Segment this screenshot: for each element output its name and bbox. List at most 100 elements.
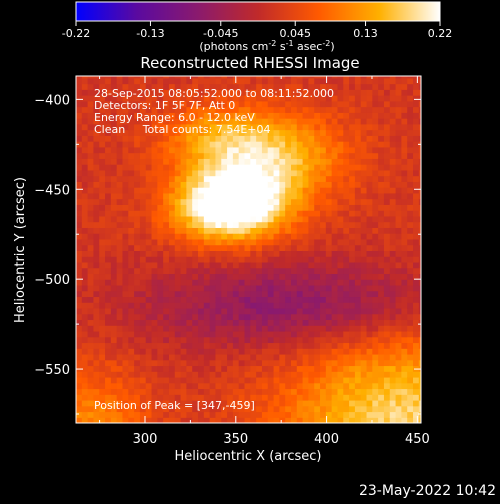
heatmap-cell <box>232 175 240 182</box>
heatmap-cell <box>215 210 222 217</box>
heatmap-cell <box>105 371 112 378</box>
heatmap-cell <box>261 118 269 125</box>
heatmap-cell <box>87 244 95 251</box>
heatmap-cell <box>407 83 414 90</box>
heatmap-cell <box>325 215 333 223</box>
heatmap-cell <box>354 302 362 309</box>
heatmap-cell <box>203 118 211 125</box>
heatmap-cell <box>105 100 112 108</box>
heatmap-cell <box>413 187 420 194</box>
heatmap-cell <box>285 112 292 119</box>
heatmap-cell <box>174 129 182 136</box>
heatmap-cell <box>337 256 344 263</box>
heatmap-cell <box>116 238 124 246</box>
heatmap-cell <box>134 284 141 292</box>
heatmap-cell <box>285 204 292 211</box>
heatmap-cell <box>273 164 280 171</box>
colorbar-tick-label: -0.13 <box>136 27 164 40</box>
heatmap-cell <box>378 296 385 303</box>
heatmap-cell <box>110 399 118 407</box>
heatmap-cell <box>360 238 368 246</box>
heatmap-cell <box>163 164 170 171</box>
heatmap-cell <box>372 382 379 390</box>
heatmap-cell <box>93 307 100 315</box>
heatmap-cell <box>227 169 234 177</box>
heatmap-cell <box>337 83 344 90</box>
heatmap-cell <box>395 336 402 344</box>
heatmap-cell <box>389 348 397 355</box>
heatmap-cell <box>163 273 170 280</box>
heatmap-cell <box>378 365 385 372</box>
heatmap-cell <box>261 325 269 332</box>
heatmap-cell <box>378 164 385 171</box>
heatmap-cell <box>418 100 421 108</box>
heatmap-cell <box>198 371 205 378</box>
heatmap-cell <box>128 290 135 298</box>
heatmap-cell <box>186 169 193 177</box>
heatmap-cell <box>401 77 408 85</box>
heatmap-cell <box>227 348 234 355</box>
heatmap-cell <box>331 152 339 159</box>
heatmap-cell <box>163 83 170 90</box>
heatmap-cell <box>128 215 135 223</box>
heatmap-cell <box>343 250 350 257</box>
heatmap-cell <box>267 221 275 228</box>
heatmap-cell <box>250 106 257 113</box>
heatmap-cell <box>296 376 304 384</box>
heatmap-cell <box>134 250 141 257</box>
heatmap-cell <box>401 164 408 171</box>
heatmap-cell <box>116 307 124 315</box>
heatmap-cell <box>366 382 373 390</box>
heatmap-cell <box>279 100 286 108</box>
heatmap-cell <box>209 146 217 154</box>
heatmap-cell <box>203 198 211 205</box>
heatmap-cell <box>110 227 118 234</box>
heatmap-cell <box>413 227 420 234</box>
heatmap-cell <box>256 342 263 349</box>
heatmap-cell <box>198 198 205 205</box>
heatmap-cell <box>407 89 414 96</box>
heatmap-cell <box>337 382 344 390</box>
heatmap-cell <box>215 95 222 102</box>
heatmap-cell <box>267 175 275 182</box>
heatmap-cell <box>383 198 391 205</box>
heatmap-cell <box>360 187 368 194</box>
heatmap-cell <box>413 353 420 361</box>
heatmap-cell <box>192 417 199 423</box>
heatmap-cell <box>290 233 298 240</box>
heatmap-cell <box>325 238 333 246</box>
heatmap-cell <box>343 290 350 298</box>
heatmap-cell <box>81 302 89 309</box>
heatmap-cell <box>325 394 333 401</box>
heatmap-cell <box>192 164 199 171</box>
heatmap-cell <box>238 290 246 298</box>
heatmap-cell <box>157 233 164 240</box>
heatmap-cell <box>331 238 339 246</box>
heatmap-cell <box>145 221 153 228</box>
heatmap-cell <box>168 215 176 223</box>
heatmap-cell <box>279 141 286 148</box>
heatmap-cell <box>389 399 397 407</box>
heatmap-cell <box>273 250 280 257</box>
heatmap-cell <box>343 77 350 85</box>
heatmap-cell <box>99 95 106 102</box>
heatmap-cell <box>279 164 286 171</box>
heatmap-cell <box>302 169 310 177</box>
heatmap-cell <box>192 319 199 326</box>
heatmap-cell <box>139 376 147 384</box>
heatmap-cell <box>139 76 147 79</box>
heatmap-cell <box>198 348 205 355</box>
heatmap-cell <box>93 342 100 349</box>
heatmap-cell <box>325 284 333 292</box>
heatmap-cell <box>180 112 187 119</box>
heatmap-cell <box>418 267 421 275</box>
heatmap-cell <box>209 95 217 102</box>
heatmap-cell <box>343 394 350 401</box>
heatmap-cell <box>314 89 321 96</box>
heatmap-cell <box>81 348 89 355</box>
heatmap-cell <box>360 399 368 407</box>
heatmap-cell <box>325 371 333 378</box>
heatmap-cell <box>87 313 95 321</box>
heatmap-cell <box>273 342 280 349</box>
heatmap-cell <box>168 279 176 286</box>
